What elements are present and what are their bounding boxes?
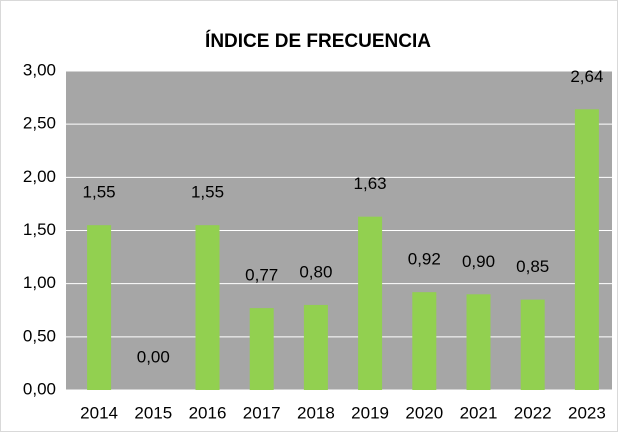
y-tick-label: 2,50 <box>23 114 56 133</box>
x-tick-label: 2015 <box>134 403 172 422</box>
bar <box>249 308 274 390</box>
x-tick-label: 2023 <box>568 403 606 422</box>
x-tick-label: 2021 <box>460 403 498 422</box>
y-tick-label: 1,50 <box>23 220 56 239</box>
chart-title: ÍNDICE DE FRECUENCIA <box>205 30 431 52</box>
data-label: 0,85 <box>516 257 549 276</box>
data-label: 0,80 <box>299 262 332 281</box>
y-tick-label: 0,00 <box>23 379 56 398</box>
y-tick-label: 3,00 <box>23 60 56 79</box>
x-tick-label: 2016 <box>189 403 227 422</box>
data-label: 1,55 <box>191 183 224 202</box>
x-tick-label: 2018 <box>297 403 335 422</box>
y-tick-label: 1,00 <box>23 273 56 292</box>
y-tick-label: 0,50 <box>23 326 56 345</box>
data-label: 0,90 <box>462 252 495 271</box>
bar <box>466 294 491 390</box>
x-tick-label: 2022 <box>514 403 552 422</box>
data-label: 0,77 <box>245 266 278 285</box>
bar <box>412 292 437 390</box>
x-tick-label: 2020 <box>405 403 443 422</box>
x-tick-label: 2017 <box>243 403 281 422</box>
data-label: 1,63 <box>354 174 387 193</box>
data-label: 1,55 <box>83 183 116 202</box>
bar <box>303 304 328 390</box>
data-label: 0,00 <box>137 347 170 366</box>
data-label: 2,64 <box>570 67 603 86</box>
data-label: 0,92 <box>408 250 441 269</box>
bar <box>358 216 383 390</box>
x-tick-label: 2019 <box>351 403 389 422</box>
bar <box>574 109 599 390</box>
bar <box>195 225 220 390</box>
y-tick-label: 2,00 <box>23 167 56 186</box>
bar <box>520 299 545 390</box>
bar <box>87 225 112 390</box>
x-tick-label: 2014 <box>80 403 118 422</box>
